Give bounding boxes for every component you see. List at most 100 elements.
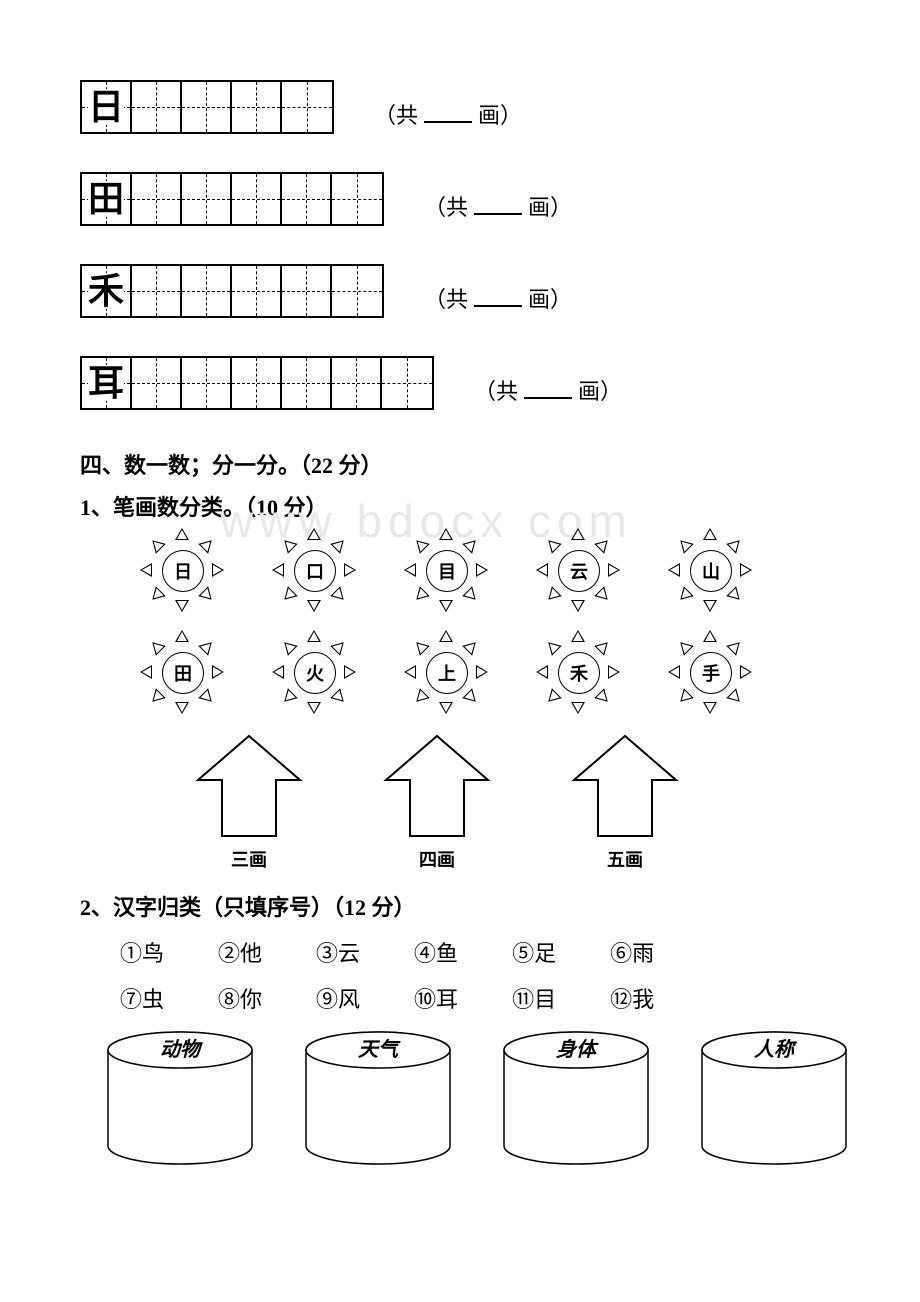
fill-blank[interactable]	[474, 189, 522, 215]
tian-grid-cell[interactable]	[182, 174, 232, 224]
tian-grid-strip: 田	[80, 172, 384, 226]
example-character: 田	[88, 181, 124, 217]
sun-badge: 山	[668, 528, 752, 612]
tian-grid-cell[interactable]	[282, 358, 332, 408]
sun-ray-inner	[213, 667, 222, 677]
example-character: 禾	[88, 273, 124, 309]
sun-ray-inner	[477, 565, 486, 575]
svg-text:人称: 人称	[754, 1038, 798, 1061]
sun-ray-inner	[142, 667, 151, 677]
stroke-row: 日 （共 画）	[80, 80, 860, 134]
tian-grid-cell[interactable]	[182, 358, 232, 408]
up-arrow-icon	[378, 732, 496, 842]
sun-ray-inner	[441, 601, 451, 610]
tian-grid-cell[interactable]	[332, 174, 382, 224]
question-1-title: 1、笔画数分类。（10 分）	[80, 490, 860, 522]
sun-badge: 日	[140, 528, 224, 612]
tian-grid-cell[interactable]	[282, 174, 332, 224]
sun-ray-inner	[142, 565, 151, 575]
tian-grid-cell[interactable]	[132, 82, 182, 132]
tian-grid-cell[interactable]	[282, 266, 332, 316]
cylinder-icon: 动物	[100, 1028, 260, 1168]
tian-grid-cell[interactable]: 日	[82, 82, 132, 132]
tian-grid-strip: 禾	[80, 264, 384, 318]
sun-ray-inner	[274, 667, 283, 677]
tian-grid-cell[interactable]	[132, 358, 182, 408]
sun-badge: 田	[140, 630, 224, 714]
tian-grid-cell[interactable]	[132, 174, 182, 224]
tian-grid-cell[interactable]	[332, 358, 382, 408]
sun-character: 目	[426, 550, 468, 592]
word-item: ①鸟	[120, 936, 164, 968]
category-arrow: 四画	[378, 732, 496, 872]
sun-ray-inner	[741, 667, 750, 677]
word-item: ⑪目	[512, 982, 556, 1014]
sun-row: 田火上禾手	[140, 630, 860, 714]
caption-suffix: 画）	[478, 98, 522, 130]
sun-ray-inner	[441, 632, 451, 641]
sun-badge: 上	[404, 630, 488, 714]
tian-grid-strip: 耳	[80, 356, 434, 410]
stroke-count-caption: （共 画）	[424, 281, 572, 318]
caption-prefix: （共	[424, 282, 468, 314]
sun-character: 禾	[558, 652, 600, 694]
tian-grid-cell[interactable]: 田	[82, 174, 132, 224]
category-bin[interactable]: 身体	[496, 1028, 656, 1168]
category-bin[interactable]: 动物	[100, 1028, 260, 1168]
cylinder-icon: 天气	[298, 1028, 458, 1168]
sun-ray-inner	[177, 601, 187, 610]
tian-grid-cell[interactable]	[232, 174, 282, 224]
caption-prefix: （共	[374, 98, 418, 130]
cylinder-icon: 人称	[694, 1028, 854, 1168]
caption-suffix: 画）	[528, 282, 572, 314]
sun-ray-inner	[670, 565, 679, 575]
example-character: 日	[88, 89, 124, 125]
word-item: ⑨风	[316, 982, 360, 1014]
up-arrow-icon	[566, 732, 684, 842]
category-bin[interactable]: 天气	[298, 1028, 458, 1168]
sun-ray-inner	[609, 565, 618, 575]
caption-suffix: 画）	[578, 374, 622, 406]
tian-grid-strip: 日	[80, 80, 334, 134]
sun-ray-inner	[177, 530, 187, 539]
tian-grid-cell[interactable]	[232, 82, 282, 132]
tian-grid-cell[interactable]	[232, 266, 282, 316]
tian-grid-cell[interactable]	[232, 358, 282, 408]
tian-grid-cell[interactable]	[182, 266, 232, 316]
sun-badge: 口	[272, 528, 356, 612]
arrow-label: 四画	[419, 846, 455, 872]
sun-ray-inner	[538, 565, 547, 575]
tian-grid-cell[interactable]	[382, 358, 432, 408]
word-item: ⑦虫	[120, 982, 164, 1014]
fill-blank[interactable]	[524, 373, 572, 399]
fill-blank[interactable]	[424, 97, 472, 123]
caption-prefix: （共	[424, 190, 468, 222]
stroke-row: 田（共画）	[80, 172, 860, 226]
sun-character: 上	[426, 652, 468, 694]
sun-ray-inner	[309, 632, 319, 641]
stroke-row: 禾 （共 画）	[80, 264, 860, 318]
word-list-row: ①鸟②他③云④鱼⑤足⑥雨	[120, 936, 860, 968]
category-bin[interactable]: 人称	[694, 1028, 854, 1168]
tian-grid-cell[interactable]	[182, 82, 232, 132]
sun-ray-inner	[477, 667, 486, 677]
sun-ray-inner	[670, 667, 679, 677]
tian-grid-cell[interactable]: 耳	[82, 358, 132, 408]
sun-ray-inner	[177, 632, 187, 641]
caption-prefix: （共	[474, 374, 518, 406]
fill-blank[interactable]	[474, 281, 522, 307]
sun-ray-inner	[705, 632, 715, 641]
sun-badge: 目	[404, 528, 488, 612]
arrows-row: 三画 四画 五画	[190, 732, 860, 872]
word-list: ①鸟②他③云④鱼⑤足⑥雨⑦虫⑧你⑨风⑩耳⑪目⑫我	[80, 936, 860, 1014]
sun-character: 日	[162, 550, 204, 592]
sun-ray-inner	[573, 530, 583, 539]
sun-badge: 手	[668, 630, 752, 714]
up-arrow-icon	[190, 732, 308, 842]
tian-grid-cell[interactable]: 禾	[82, 266, 132, 316]
tian-grid-cell[interactable]	[332, 266, 382, 316]
word-item: ③云	[316, 936, 360, 968]
sun-ray-inner	[309, 703, 319, 712]
tian-grid-cell[interactable]	[132, 266, 182, 316]
tian-grid-cell[interactable]	[282, 82, 332, 132]
